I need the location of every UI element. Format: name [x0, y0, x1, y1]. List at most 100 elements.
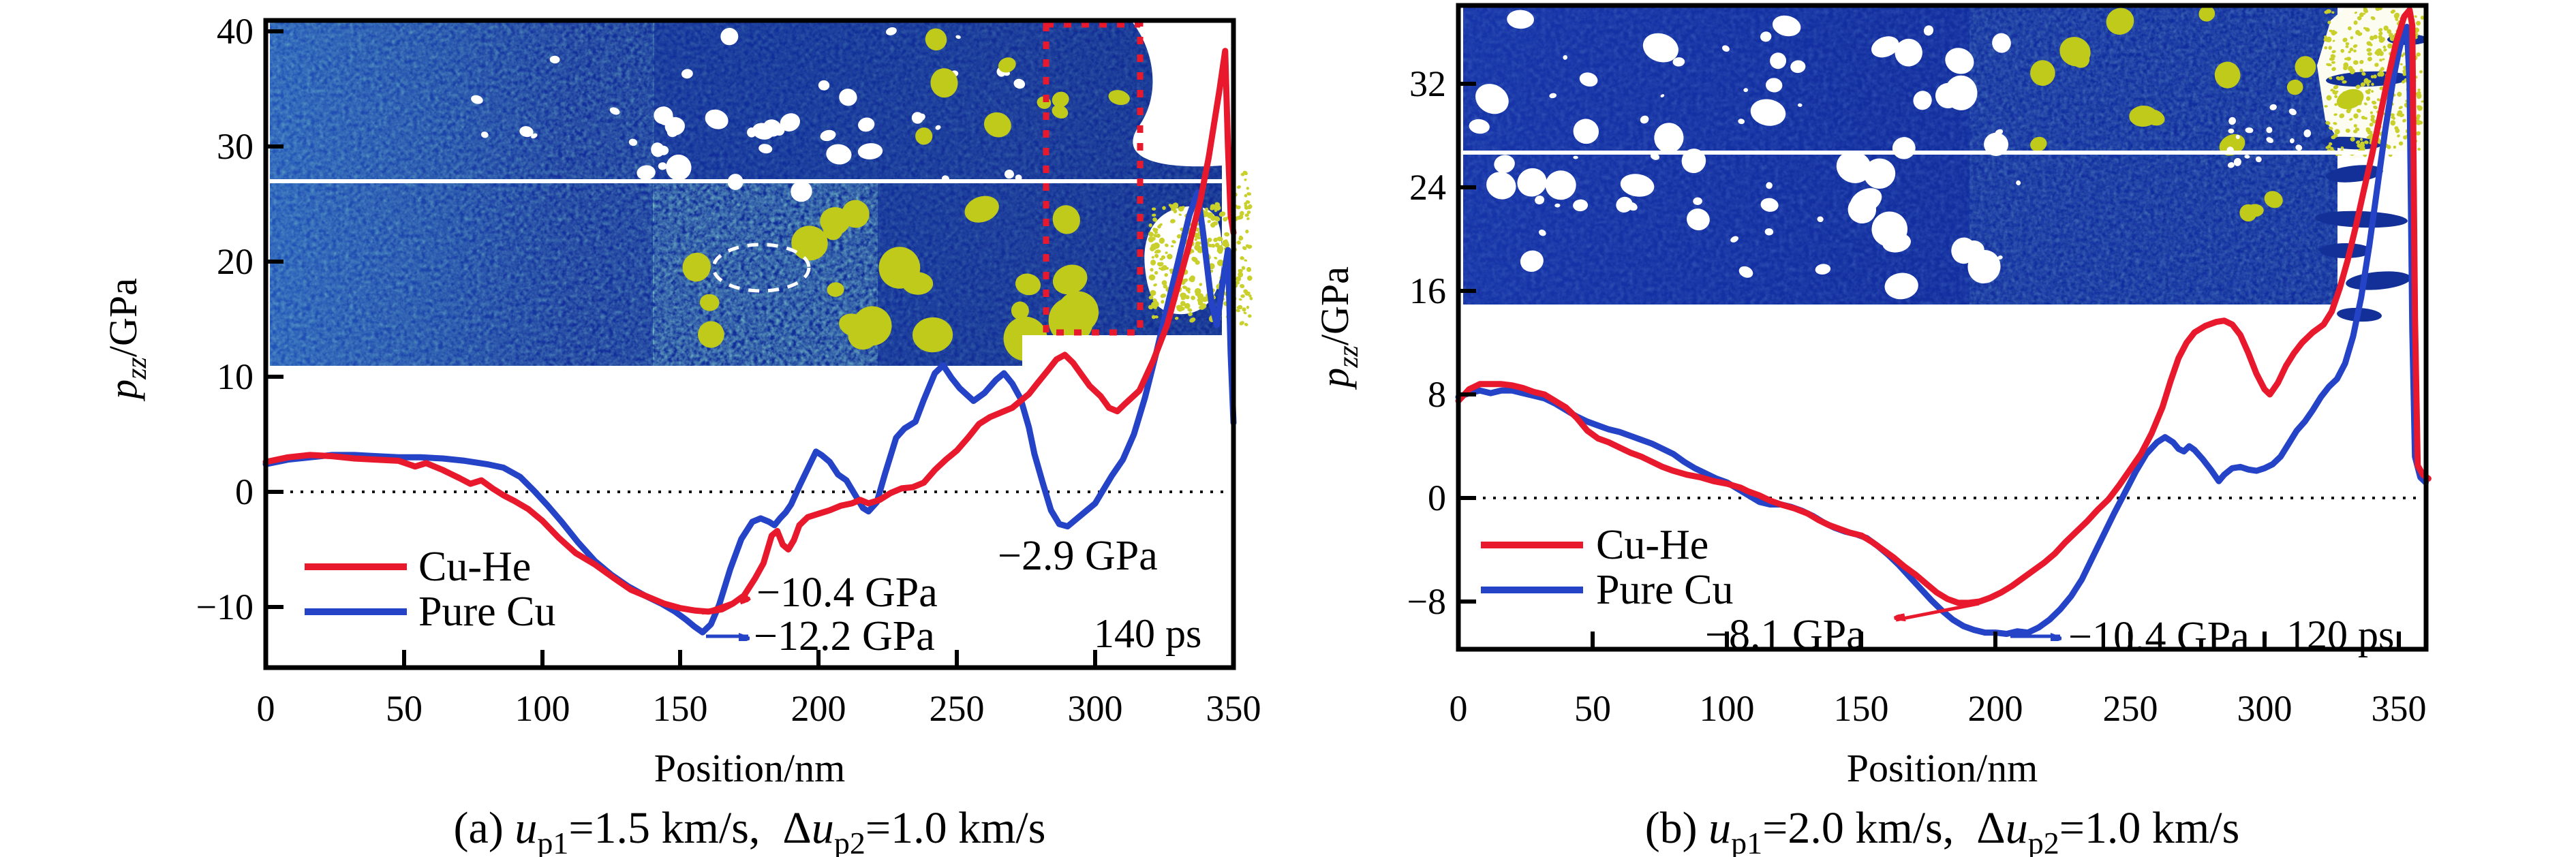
void-bubble: [955, 35, 961, 39]
ejecta-particle: [2382, 46, 2387, 49]
annotation-blue-min: −10.4 GPa: [2068, 614, 2250, 660]
ejecta-particle: [2380, 67, 2385, 71]
snapshot-noise-green: [1969, 7, 2337, 305]
helium-cluster-blob: [1015, 273, 1041, 296]
ejecta-particle: [1218, 211, 1226, 217]
ejecta-particle: [2359, 60, 2364, 64]
ejecta-particle: [2371, 100, 2377, 105]
ejecta-particle: [2324, 105, 2328, 108]
ejecta-particle: [1241, 266, 1246, 270]
helium-cluster-blob: [2336, 89, 2364, 110]
ejecta-particle: [2377, 72, 2382, 77]
x-tick-label: 350: [1206, 688, 1261, 729]
ejecta-particle: [2373, 74, 2377, 79]
y-axis-subscript: zz: [1333, 345, 1364, 369]
void-bubble: [628, 138, 638, 146]
spall-fragment: [2320, 243, 2372, 258]
x-tick-labels: 0 50 100 150 200 250 300 350: [257, 688, 1261, 729]
ejecta-particle: [1148, 223, 1152, 228]
ejecta-particle: [1194, 238, 1197, 241]
ejecta-particle: [2355, 140, 2361, 144]
y-tick-label: −8: [1407, 581, 1446, 622]
void-bubble: [2227, 162, 2235, 168]
annotation-red-min: −8.1 GPa: [1705, 612, 1865, 658]
ejecta-particle: [2390, 113, 2395, 117]
ejecta-particle: [2398, 141, 2404, 146]
void-bubbles: [1469, 10, 2011, 300]
y-tick-label: −10: [196, 587, 254, 627]
x-tick-marks: [1456, 632, 2401, 649]
ejecta-particle: [2414, 15, 2417, 18]
ejecta-particle: [2330, 54, 2336, 59]
ejecta-particle: [2353, 129, 2358, 134]
caption-value2: =1.0 km/s: [2059, 803, 2240, 853]
void-bubble: [1995, 129, 2004, 136]
ejecta-particle: [2350, 136, 2355, 142]
void-bubble: [658, 162, 667, 170]
ejecta-particle: [1161, 300, 1165, 304]
ejecta-particle: [1244, 206, 1249, 210]
ejecta-particle: [2369, 122, 2374, 127]
x-tick-label: 200: [1968, 688, 2023, 729]
blue-streak: [2320, 136, 2382, 150]
ejecta-particle: [2360, 141, 2365, 146]
ejecta-particle: [2421, 100, 2425, 103]
x-axis-title: Position/nm: [1847, 746, 2038, 790]
void-bubble: [1573, 119, 1599, 144]
void-bubble: [531, 133, 538, 139]
md-snapshot-inset-b: [1463, 6, 2428, 322]
ejecta-particle: [1176, 234, 1182, 239]
ejecta-particle: [1214, 256, 1218, 260]
void-bubble: [818, 80, 830, 91]
ejecta-particle: [2326, 9, 2331, 14]
y-axis-symbol: p: [1313, 368, 1357, 390]
void-bubble: [1817, 216, 1824, 223]
x-tick-label: 50: [1574, 688, 1611, 729]
ejecta-particle: [1162, 206, 1166, 211]
void-bubble: [2233, 157, 2241, 166]
ejecta-particle: [1178, 213, 1182, 216]
dashed-ellipse-annotation: [711, 243, 811, 293]
ejecta-particle: [2396, 112, 2401, 116]
void-bubble: [1640, 115, 1649, 124]
ejecta-particle: [1210, 204, 1216, 210]
void-bubble: [658, 145, 669, 155]
ejecta-particle: [1243, 311, 1247, 315]
ejecta-particle: [1213, 237, 1218, 243]
void-bubble: [2228, 116, 2237, 125]
y-tick-marks: [1458, 82, 1476, 604]
ejecta-particle: [1191, 256, 1198, 262]
ejecta-particle: [1171, 240, 1176, 244]
ejecta-particle: [2354, 11, 2357, 14]
ejecta-particle: [2339, 113, 2345, 119]
legend-label-cu-he: Cu-He: [1596, 522, 1708, 568]
ejecta-particle: [2353, 60, 2359, 65]
ejecta-particle: [2335, 90, 2339, 93]
ejecta-particle: [1249, 296, 1253, 300]
ejecta-particle: [2391, 116, 2395, 119]
void-bubble: [1475, 84, 1509, 114]
ejecta-particle: [2340, 48, 2344, 53]
ejecta-particle: [2331, 11, 2335, 14]
void-bubble: [1554, 203, 1561, 208]
ejecta-particle: [1236, 309, 1240, 313]
void-bubble: [1884, 272, 1918, 300]
ejecta-particle: [1176, 307, 1182, 312]
void-bubble: [1766, 182, 1773, 189]
helium-cluster-blob: [1052, 91, 1069, 108]
ejecta-particle: [1157, 262, 1162, 266]
ejecta-particle: [1172, 202, 1179, 209]
ejecta-particle: [2393, 145, 2397, 149]
ejecta-particle: [2325, 121, 2331, 125]
void-bubbles-small: [1535, 25, 2021, 277]
helium-cluster-blob: [2286, 79, 2303, 95]
ejecta-particle: [2334, 95, 2338, 99]
ejecta-particle: [2365, 90, 2371, 95]
void-bubble: [1984, 132, 2009, 157]
ejecta-particle: [1244, 213, 1249, 217]
ejecta-particle: [1224, 243, 1230, 248]
ejecta-particle: [1246, 305, 1250, 309]
ejecta-particle: [1248, 294, 1252, 298]
ejecta-particle: [2359, 12, 2364, 18]
ejecta-particle: [1154, 253, 1159, 258]
